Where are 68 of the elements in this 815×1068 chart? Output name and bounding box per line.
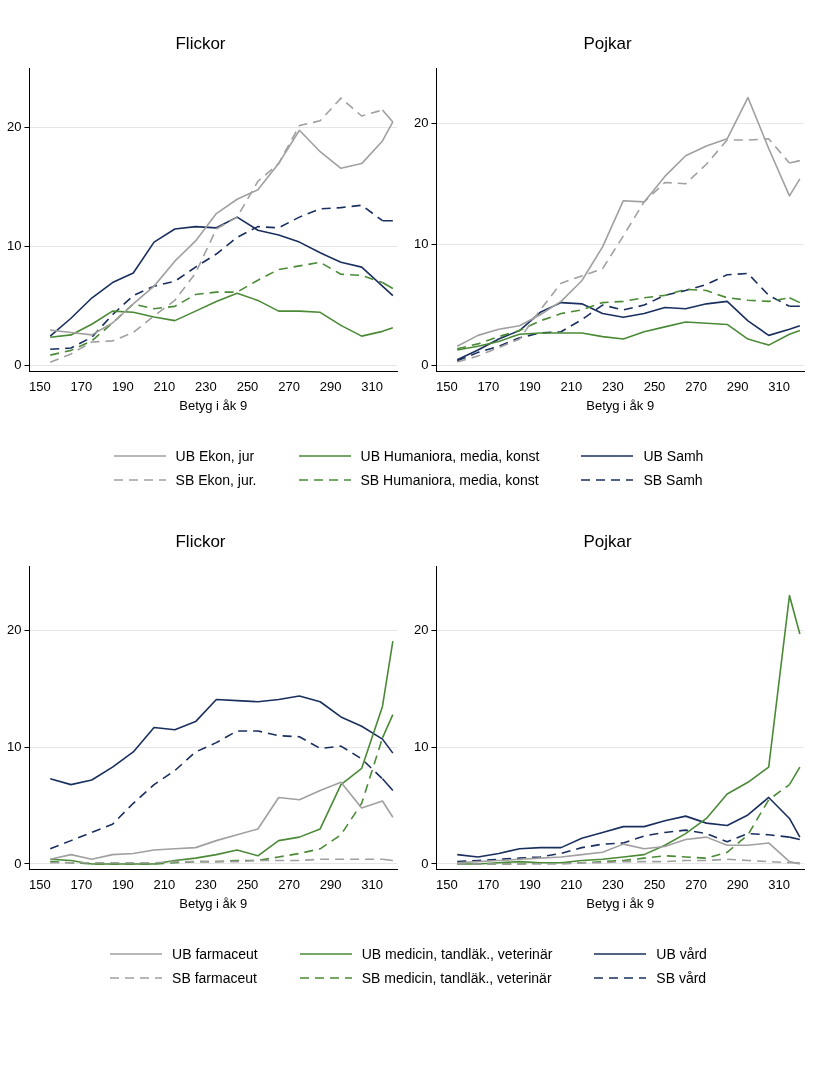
y-tick-label: 20: [413, 114, 429, 130]
x-axis-title: Betyg i åk 9: [586, 895, 655, 911]
y-tick-label: 0: [14, 855, 22, 871]
legend-label: UB medicin, tandläk., veterinär: [361, 946, 553, 962]
legend-label: SB Samh: [643, 472, 703, 488]
x-tick-label: 230: [195, 877, 217, 893]
x-tick-label: 250: [643, 877, 666, 893]
x-tick-label: 270: [685, 379, 707, 395]
y-tick-label: 10: [6, 738, 22, 754]
x-tick-label: 150: [435, 379, 458, 395]
x-tick-label: 250: [236, 379, 259, 395]
x-tick-label: 190: [112, 877, 134, 893]
legend-label: SB medicin, tandläk., veterinär: [361, 970, 552, 986]
y-tick-label: 10: [6, 238, 22, 254]
legend-label: SB farmaceut: [172, 970, 257, 986]
x-tick-label: 170: [70, 877, 93, 893]
x-axis-title: Betyg i åk 9: [586, 397, 655, 413]
x-tick-label: 170: [477, 877, 500, 893]
y-tick-label: 10: [413, 738, 429, 754]
x-tick-label: 290: [319, 877, 342, 893]
chart-title: Flickor: [175, 531, 226, 551]
x-tick-label: 150: [435, 877, 458, 893]
y-tick-label: 0: [421, 357, 429, 373]
x-tick-label: 230: [602, 877, 624, 893]
y-tick-label: 10: [413, 235, 429, 251]
x-tick-label: 310: [768, 877, 790, 893]
x-tick-label: 270: [685, 877, 707, 893]
x-tick-label: 190: [519, 379, 541, 395]
x-tick-label: 210: [560, 877, 583, 893]
y-tick-label: 20: [6, 622, 22, 638]
x-tick-label: 190: [112, 379, 134, 395]
x-tick-label: 310: [361, 877, 383, 893]
legend-label: UB vård: [656, 946, 707, 962]
x-tick-label: 270: [278, 379, 300, 395]
x-tick-label: 250: [643, 379, 666, 395]
x-tick-label: 170: [70, 379, 93, 395]
x-tick-label: 170: [477, 379, 500, 395]
x-tick-label: 190: [519, 877, 541, 893]
y-tick-label: 20: [413, 622, 429, 638]
y-tick-label: 0: [421, 855, 429, 871]
x-tick-label: 290: [726, 379, 749, 395]
x-tick-label: 310: [361, 379, 383, 395]
chart-title: Pojkar: [583, 33, 632, 53]
chart-title: Pojkar: [583, 531, 632, 551]
y-tick-label: 0: [14, 357, 22, 373]
x-tick-label: 290: [726, 877, 749, 893]
legend-label: UB Samh: [643, 448, 704, 464]
x-tick-label: 230: [602, 379, 624, 395]
legend-label: UB farmaceut: [172, 946, 258, 962]
x-axis-title: Betyg i åk 9: [179, 895, 248, 911]
x-tick-label: 230: [195, 379, 217, 395]
x-tick-label: 290: [319, 379, 342, 395]
legend-label: SB Humaniora, media, konst: [360, 472, 539, 488]
x-tick-label: 270: [278, 877, 300, 893]
x-tick-label: 250: [236, 877, 259, 893]
x-tick-label: 210: [560, 379, 583, 395]
legend-label: SB vård: [656, 970, 707, 986]
y-tick-label: 20: [6, 119, 22, 135]
chart-title: Flickor: [175, 33, 226, 53]
x-axis-title: Betyg i åk 9: [179, 397, 248, 413]
legend-label: UB Ekon, jur: [175, 448, 255, 464]
legend-label: SB Ekon, jur.: [175, 472, 257, 488]
x-tick-label: 150: [28, 379, 51, 395]
x-tick-label: 210: [153, 877, 176, 893]
x-tick-label: 210: [153, 379, 176, 395]
legend-label: UB Humaniora, media, konst: [360, 448, 540, 464]
x-tick-label: 310: [768, 379, 790, 395]
x-tick-label: 150: [28, 877, 51, 893]
